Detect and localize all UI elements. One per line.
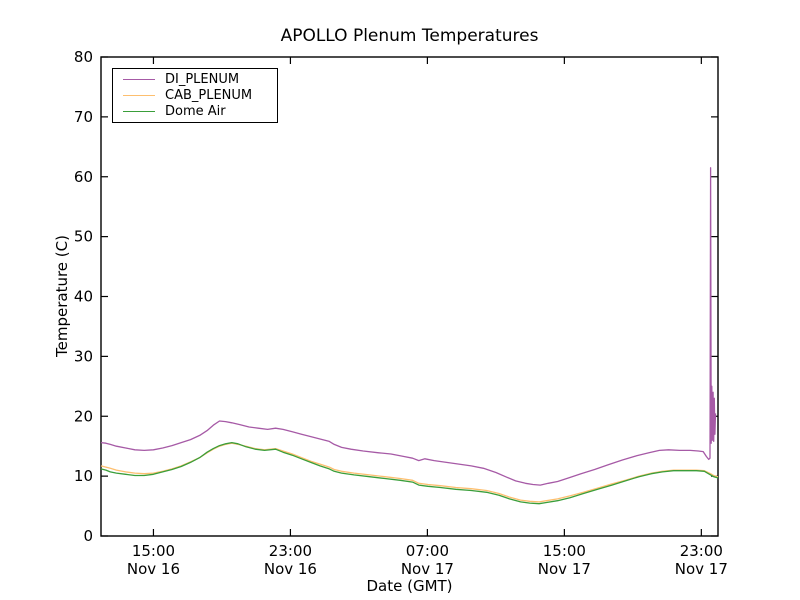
- x-tick-date-label: Nov 16: [264, 560, 317, 578]
- series-line-dome-air: [100, 441, 719, 505]
- legend-item-label: DI_PLENUM: [165, 72, 240, 88]
- legend: DI_PLENUM CAB_PLENUM Dome Air: [112, 68, 278, 123]
- y-tick-label: 60: [74, 168, 93, 186]
- x-tick-time-label: 15:00: [543, 542, 586, 560]
- series-line-cab-plenum: [100, 442, 719, 503]
- legend-item: Dome Air: [121, 104, 269, 119]
- legend-item: DI_PLENUM: [121, 72, 269, 87]
- legend-line-swatch: [123, 110, 155, 112]
- x-tick-time-label: 07:00: [406, 542, 449, 560]
- y-tick-label: 80: [74, 48, 93, 66]
- legend-item-label: Dome Air: [165, 103, 226, 119]
- x-axis-label: Date (GMT): [366, 577, 453, 595]
- legend-item: CAB_PLENUM: [121, 88, 269, 103]
- x-tick-date-label: Nov 16: [127, 560, 180, 578]
- series-line-di-plenum: [100, 167, 717, 486]
- y-axis-label: Temperature (C): [53, 235, 71, 357]
- y-tick-label: 70: [74, 108, 93, 126]
- x-tick-date-label: Nov 17: [675, 560, 728, 578]
- x-tick-date-label: Nov 17: [401, 560, 454, 578]
- y-tick-label: 50: [74, 228, 93, 246]
- y-tick-label: 10: [74, 467, 93, 485]
- y-tick-label: 30: [74, 347, 93, 365]
- legend-line-swatch: [123, 94, 155, 96]
- x-tick-time-label: 23:00: [269, 542, 312, 560]
- y-tick-label: 0: [83, 527, 93, 545]
- axes-frame: [100, 56, 719, 537]
- x-tick-date-label: Nov 17: [538, 560, 591, 578]
- x-tick-time-label: 15:00: [132, 542, 175, 560]
- y-tick-label: 20: [74, 407, 93, 425]
- x-tick-time-label: 23:00: [680, 542, 723, 560]
- y-tick-label: 40: [74, 288, 93, 306]
- chart-title: APOLLO Plenum Temperatures: [280, 26, 539, 46]
- legend-line-swatch: [123, 79, 155, 81]
- legend-item-label: CAB_PLENUM: [165, 87, 253, 103]
